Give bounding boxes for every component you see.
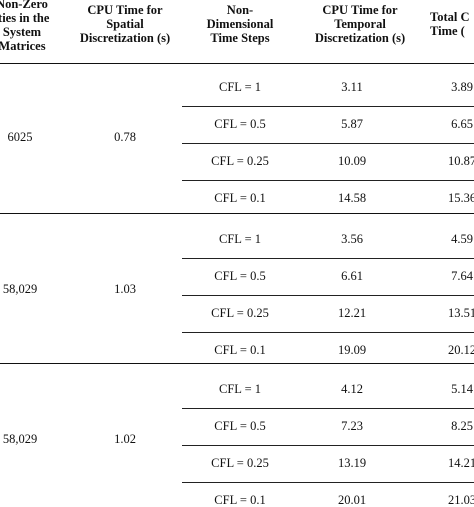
group-spatial-time: 0.78 [114, 130, 136, 144]
row-divider [182, 180, 474, 181]
row-total-time: 20.12 [447, 343, 474, 357]
row-cfl-value: CFL = 0.5 [214, 419, 266, 433]
row-total-time: 6.65 [451, 117, 473, 131]
header-rule [0, 63, 474, 64]
row-divider [182, 143, 474, 144]
row-divider [182, 482, 474, 483]
row-divider [182, 332, 474, 333]
row-cfl-value: CFL = 1 [218, 80, 262, 94]
row-temporal-time: 10.09 [337, 154, 367, 168]
group-divider [0, 363, 474, 364]
row-cfl-value: CFL = 0.1 [214, 493, 266, 507]
row-temporal-time: 20.01 [337, 493, 367, 507]
row-temporal-time: 14.58 [337, 191, 367, 205]
header-spatial-cpu-time: CPU Time for Spatial Discretization (s) [79, 3, 171, 45]
row-temporal-time: 3.56 [341, 232, 363, 246]
row-total-time: 7.64 [451, 269, 473, 283]
row-total-time: 8.25 [451, 419, 473, 433]
group-nonzero-count: 58,029 [2, 432, 38, 446]
row-temporal-time: 12.21 [337, 306, 367, 320]
row-temporal-time: 19.09 [337, 343, 367, 357]
row-total-time: 21.03 [447, 493, 474, 507]
row-total-time: 15.36 [447, 191, 474, 205]
row-cfl-value: CFL = 0.1 [214, 343, 266, 357]
group-divider [0, 213, 474, 214]
group-spatial-time: 1.02 [114, 432, 136, 446]
header-time-steps: Non- Dimensional Time Steps [206, 3, 274, 45]
row-cfl-value: CFL = 0.25 [211, 154, 269, 168]
row-cfl-value: CFL = 1 [218, 382, 262, 396]
row-temporal-time: 6.61 [341, 269, 363, 283]
row-total-time: 4.59 [451, 232, 473, 246]
row-temporal-time: 3.11 [341, 80, 363, 94]
row-temporal-time: 13.19 [337, 456, 367, 470]
row-temporal-time: 4.12 [341, 382, 363, 396]
row-total-time: 14.21 [447, 456, 474, 470]
header-temporal-cpu-time: CPU Time for Temporal Discretization (s) [314, 3, 406, 45]
row-divider [182, 106, 474, 107]
row-total-time: 10.87 [447, 154, 474, 168]
group-nonzero-count: 6025 [7, 130, 33, 144]
row-divider [182, 408, 474, 409]
group-spatial-time: 1.03 [114, 282, 136, 296]
row-divider [182, 445, 474, 446]
row-temporal-time: 7.23 [341, 419, 363, 433]
row-temporal-time: 5.87 [341, 117, 363, 131]
row-cfl-value: CFL = 0.25 [211, 456, 269, 470]
header-total-cpu-time: Total C Time ( [430, 10, 470, 38]
header-nonzero-entities: Non-Zero ities in the System Matrices [0, 0, 50, 53]
row-total-time: 13.51 [447, 306, 474, 320]
row-divider [182, 295, 474, 296]
row-total-time: 5.14 [451, 382, 473, 396]
row-total-time: 3.89 [451, 80, 473, 94]
row-cfl-value: CFL = 0.5 [214, 117, 266, 131]
group-nonzero-count: 58,029 [2, 282, 38, 296]
row-cfl-value: CFL = 0.5 [214, 269, 266, 283]
row-cfl-value: CFL = 0.1 [214, 191, 266, 205]
row-cfl-value: CFL = 0.25 [211, 306, 269, 320]
row-cfl-value: CFL = 1 [218, 232, 262, 246]
row-divider [182, 258, 474, 259]
